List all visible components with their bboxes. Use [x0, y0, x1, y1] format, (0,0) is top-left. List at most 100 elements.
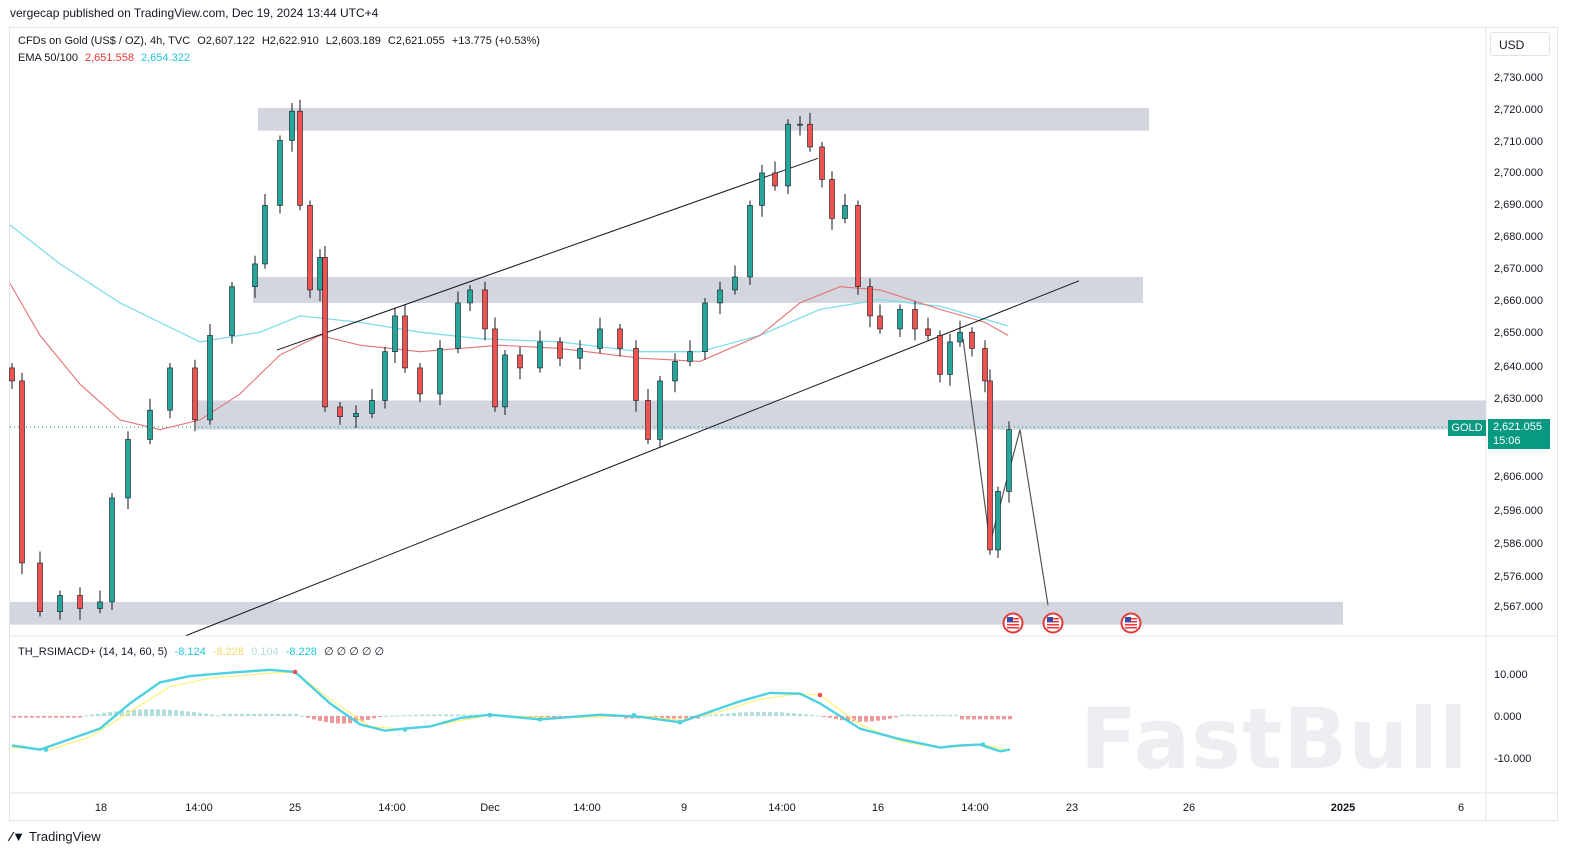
price-axis-label: 2,710.000 [1494, 136, 1543, 148]
candle-body [717, 289, 723, 304]
signal-line [11, 671, 1011, 751]
candle-body [645, 400, 651, 440]
candle-body [995, 491, 1001, 551]
histogram-bar [132, 709, 136, 716]
candle-body [797, 123, 803, 126]
candle-body [19, 380, 25, 564]
signal-dot [292, 669, 298, 675]
histogram-bar [942, 714, 946, 716]
signal-dot [43, 747, 49, 752]
candle-body [402, 315, 408, 369]
indicator-axis-label: 10.000 [1494, 669, 1528, 681]
histogram-bar [294, 713, 298, 716]
histogram-bar [168, 709, 172, 716]
projection-path [962, 338, 1049, 606]
rsi-line [11, 668, 1011, 753]
histogram-bar [330, 716, 334, 723]
price-axis-label: 2,670.000 [1494, 263, 1543, 275]
signal-dot [980, 742, 986, 747]
histogram-bar [66, 716, 70, 718]
time-axis-label: 14:00 [185, 802, 213, 814]
histogram-bar [288, 713, 292, 716]
histogram-bar [378, 716, 382, 717]
candle-body [732, 276, 738, 291]
histogram-bar [762, 711, 766, 716]
histogram-bar [828, 716, 832, 718]
histogram-bar [414, 714, 418, 716]
channel-lower-line [184, 280, 1080, 637]
signal-dot [487, 712, 493, 718]
histogram-bar [252, 713, 256, 716]
candle-body [57, 595, 63, 612]
histogram-bar [72, 716, 76, 718]
histogram-bar [408, 714, 412, 716]
flag-us-event-icon [1120, 612, 1142, 634]
candle-body [687, 351, 693, 362]
candle-body [577, 348, 583, 359]
price-axis-label: 2,567.000 [1494, 601, 1543, 613]
time-axis-label: 14:00 [961, 802, 989, 814]
histogram-bar [90, 714, 94, 716]
histogram-bar [216, 715, 220, 717]
candle-body [492, 328, 498, 408]
histogram-bar [78, 716, 82, 718]
histogram-bar [30, 716, 34, 718]
candle-body [672, 361, 678, 382]
histogram-bar [792, 713, 796, 716]
time-axis-label: 25 [289, 802, 301, 814]
histogram-bar [954, 714, 958, 716]
last-price-tag: 2,621.055 15:06 [1488, 419, 1550, 449]
candle-body [277, 140, 283, 206]
legend-ema-line: EMA 50/100 2,651.558 2,654.322 [18, 52, 194, 64]
histogram-bar [438, 714, 442, 716]
legend-symbol-line: CFDs on Gold (US$ / OZ), 4h, TVC O2,607.… [18, 35, 544, 47]
histogram-bar [702, 715, 706, 717]
time-axis-label: Dec [480, 802, 500, 814]
time-axis-label: 23 [1066, 802, 1078, 814]
histogram-bar [768, 711, 772, 716]
candle-body [147, 409, 153, 440]
time-axis-label: 14:00 [378, 802, 406, 814]
price-axis-label: 2,606.000 [1494, 471, 1543, 483]
fastbull-watermark: FastBull [1080, 690, 1469, 788]
signal-dot [631, 712, 637, 718]
candle-body [633, 348, 639, 401]
histogram-bar [720, 713, 724, 716]
candle-body [537, 341, 543, 369]
histogram-bar [726, 713, 730, 716]
candle-body [482, 289, 488, 330]
histogram-bar [966, 716, 970, 720]
histogram-bar [192, 712, 196, 716]
price-zone [10, 601, 1343, 625]
event-flags [1002, 612, 1142, 634]
histogram-bar [48, 716, 52, 718]
candle-body [353, 413, 359, 417]
histogram-bar [918, 714, 922, 716]
histogram-bar [882, 716, 886, 720]
histogram-bar [708, 715, 712, 717]
histogram-bar [870, 716, 874, 722]
tradingview-logo[interactable]: ⁄▼ TradingView [10, 829, 101, 844]
signal-dot [537, 717, 543, 722]
candle-body [912, 309, 918, 330]
histogram-bar [120, 710, 124, 716]
histogram-bar [210, 714, 214, 716]
histogram-bar [852, 716, 856, 722]
histogram-bar [930, 714, 934, 716]
time-axis-label: 16 [872, 802, 884, 814]
histogram-bar [36, 716, 40, 718]
currency-selector[interactable]: USD [1490, 32, 1550, 56]
histogram-bar [426, 714, 430, 716]
histogram-bar [912, 714, 916, 716]
legend-ema-label: EMA 50/100 [18, 52, 78, 64]
tradingview-logo-text: TradingView [29, 829, 101, 844]
candle-body [289, 110, 295, 141]
flag-stripe [1125, 624, 1137, 626]
legend-ema50: 2,651.558 [85, 52, 134, 64]
histogram-bar [960, 716, 964, 720]
flag-stripe [1007, 627, 1019, 629]
flag-stripe [1007, 624, 1019, 626]
ema100-line [9, 224, 1009, 353]
histogram-bar [372, 716, 376, 719]
